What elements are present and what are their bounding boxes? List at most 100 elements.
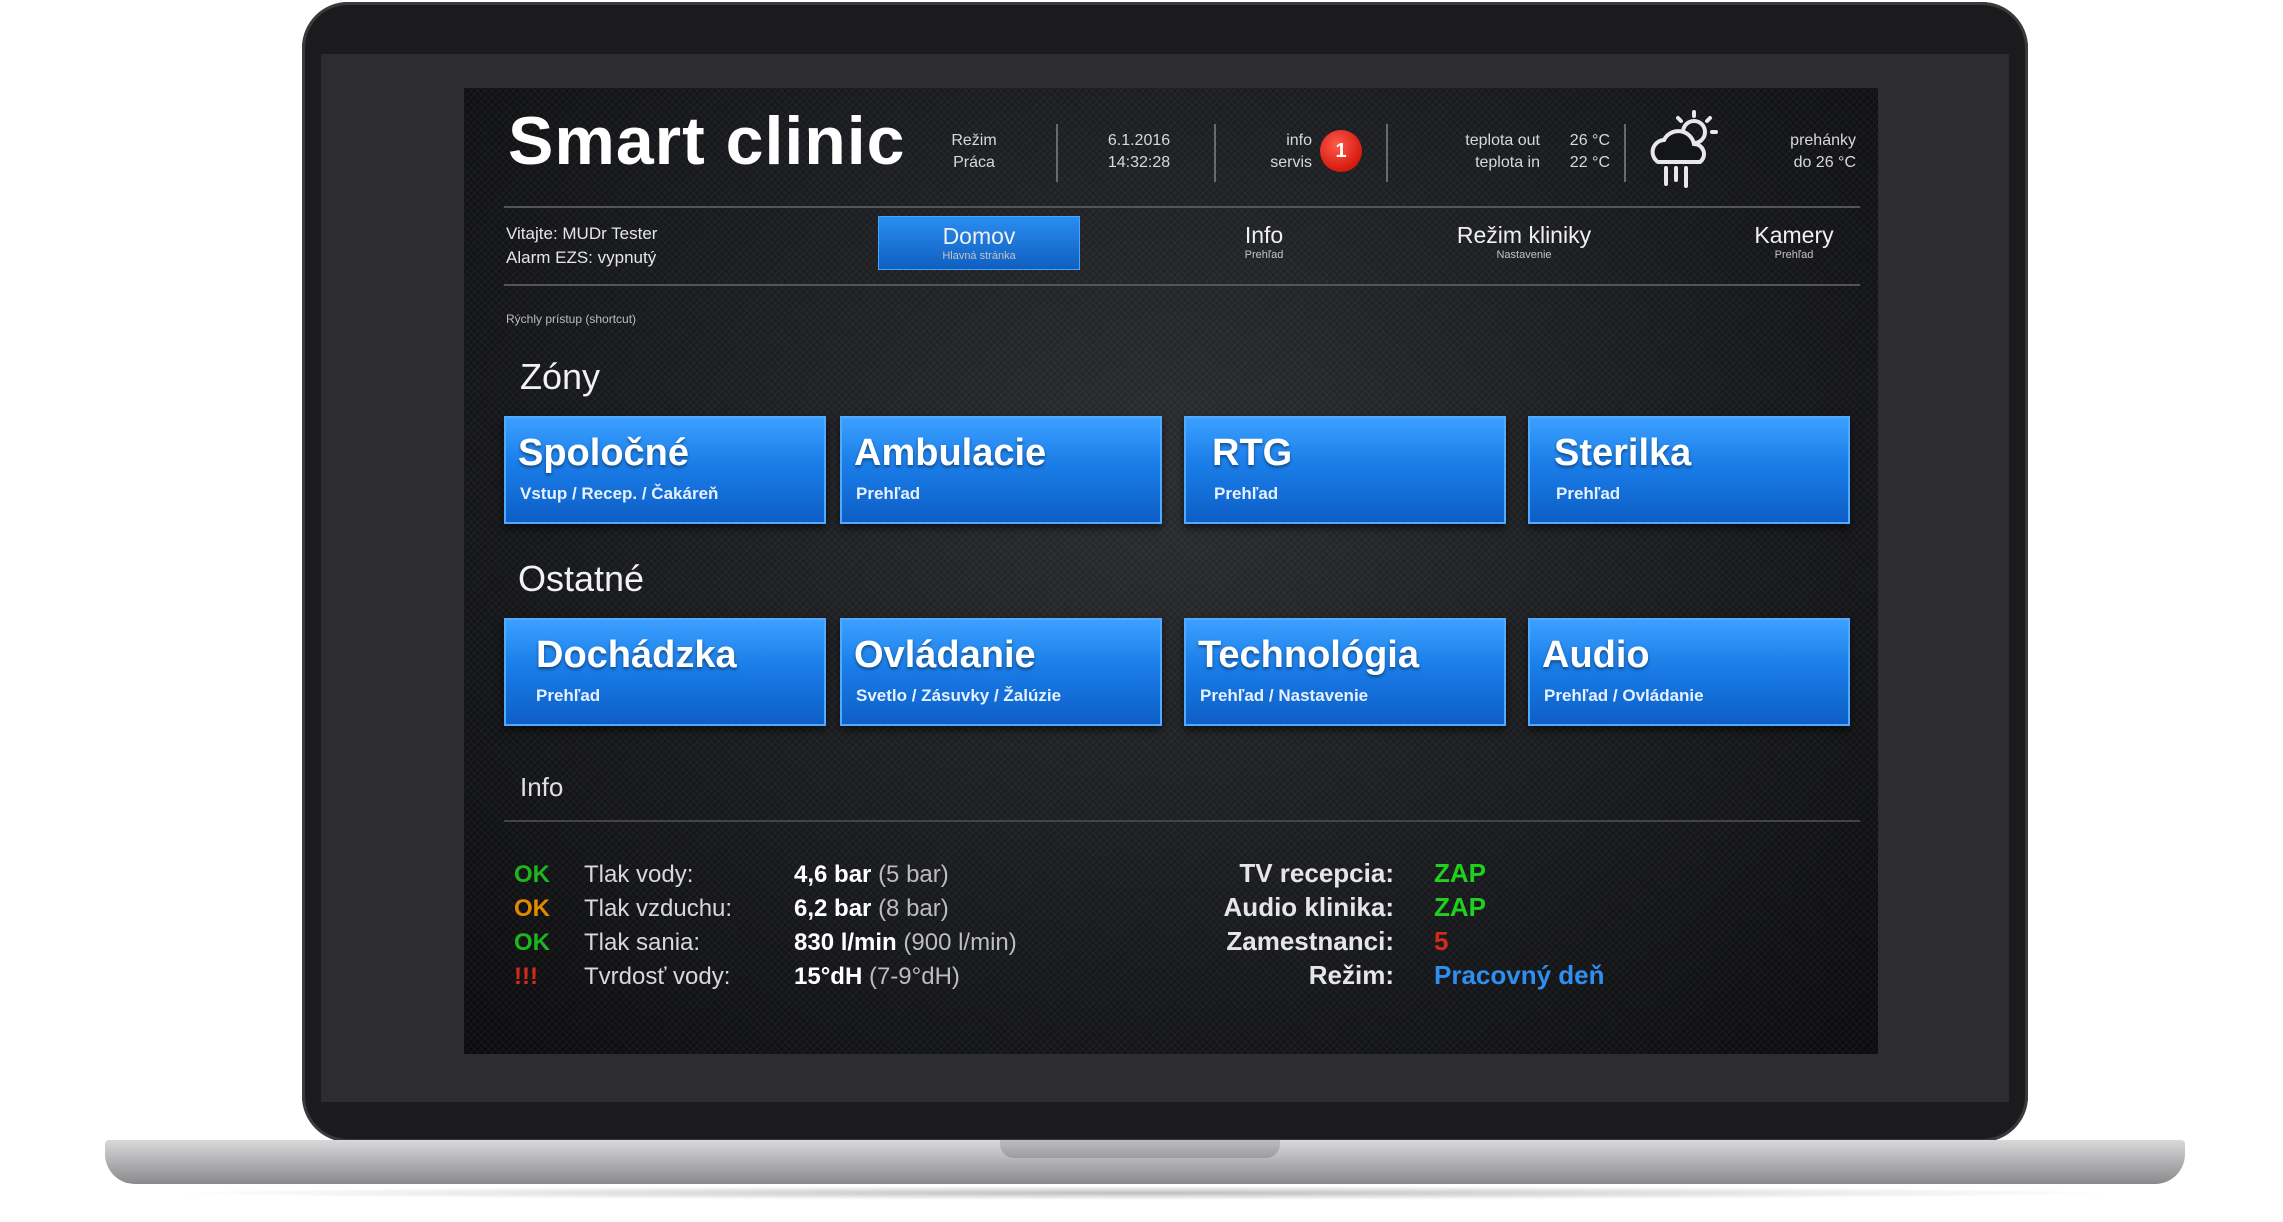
system-row-staff: Zamestnanci: 5 [1094,924,1605,958]
tile-sub: Vstup / Recep. / Čakáreň [520,484,719,503]
tile-title: Ambulacie [854,432,1047,474]
temp-out-label: teplota out [1465,132,1540,149]
weather-forecast: prehánky do 26 °C [1746,130,1856,174]
status-state: !!! [514,963,538,990]
alarm-status: Alarm EZS: vypnutý [506,248,657,267]
nav-label: Info [1244,222,1284,248]
status-value: 6,2 bar [794,895,872,922]
system-label: Audio klinika: [1223,892,1394,922]
mode-block[interactable]: Režim Práca [934,130,1014,174]
tile-spolocne[interactable]: Spoločné Vstup / Recep. / Čakáreň [504,416,826,524]
nav-label: Režim kliniky [1456,222,1592,248]
status-list: OK Tlak vody: 4,6 bar (5 bar) OK Tlak vzduc… [514,858,1017,994]
system-value: Pracovný deň [1434,960,1605,990]
status-nominal: (900 l/min) [903,929,1017,956]
header-divider [1624,124,1626,182]
tile-sub: Prehľad [1556,484,1621,503]
tile-title: RTG [1212,432,1293,474]
datetime-block: 6.1.2016 14:32:28 [1084,130,1194,174]
tile-title: Ovládanie [854,634,1036,676]
time-text: 14:32:28 [1107,154,1171,171]
alert-badge[interactable]: 1 [1320,130,1362,172]
status-value: 4,6 bar [794,861,872,888]
welcome-block: Vitajte: MUDr Tester Alarm EZS: vypnutý [506,222,657,270]
status-nominal: (7-9°dH) [868,963,960,990]
temp-values: 26 °C 22 °C [1548,130,1610,174]
tile-sub: Prehľad [536,686,601,705]
laptop-shadow [160,1186,2130,1200]
status-state: OK [514,861,550,888]
tile-sub: Prehľad / Nastavenie [1200,686,1369,705]
weather-line2: do 26 °C [1793,154,1856,171]
status-label: Tlak sania: [584,929,701,956]
system-value: 5 [1434,926,1449,956]
header-divider [1386,124,1388,182]
tile-ovladanie[interactable]: Ovládanie Svetlo / Zásuvky / Žalúzie [840,618,1162,726]
tile-title: Technológia [1198,634,1419,676]
header-divider [1056,124,1058,182]
system-row-audio: Audio klinika: ZAP [1094,890,1605,924]
tile-sub: Prehľad / Ovládanie [1544,686,1704,705]
nav-sub: Prehľad [1244,249,1284,261]
status-nominal: (5 bar) [878,861,949,888]
temp-in-label: teplota in [1475,154,1540,171]
nav-label: Kamery [1754,222,1834,248]
status-state: OK [514,895,550,922]
temp-out-value: 26 °C [1569,132,1610,149]
nav-item-home[interactable]: Domov Hlavná stránka [878,216,1080,270]
info-separator [504,820,1860,822]
date-text: 6.1.2016 [1107,132,1171,149]
tile-dochadzka[interactable]: Dochádzka Prehľad [504,618,826,726]
status-value: 15°dH [794,963,863,990]
nav-sub: Hlavná stránka [942,250,1016,262]
nav-sub: Prehľad [1774,249,1814,261]
shortcut-label: Rýchly prístup (shortcut) [506,312,637,326]
tile-title: Sterilka [1554,432,1692,474]
nav-sub: Nastavenie [1496,249,1552,261]
tile-sub: Svetlo / Zásuvky / Žalúzie [856,686,1062,705]
tile-title: Audio [1542,634,1650,676]
status-label: Tlak vzduchu: [584,895,733,922]
system-value: ZAP [1434,858,1486,888]
status-label: Tlak vody: [584,861,694,888]
info-label: info [1286,132,1312,149]
weather-line1: prehánky [1790,132,1856,149]
status-label: Tvrdosť vody: [584,963,731,990]
others-title: Ostatné [518,558,645,599]
nav-item-info[interactable]: Info Prehľad [1204,222,1324,261]
nav-label: Domov [942,223,1016,249]
nav-item-clinic-mode[interactable]: Režim kliniky Nastavenie [1424,222,1624,261]
status-state: OK [514,929,550,956]
tile-sterilka[interactable]: Sterilka Prehľad [1528,416,1850,524]
system-value: ZAP [1434,892,1486,922]
info-title: Info [520,772,564,802]
header-divider [1214,124,1216,182]
tile-title: Spoločné [518,432,690,474]
app-screen: Smart clinic Režim Práca 6.1.2016 14:32:… [464,88,1878,1054]
app-title: Smart clinic [508,103,906,179]
status-value: 830 l/min [794,929,897,956]
mode-label: Režim [951,132,997,149]
tile-ambulacie[interactable]: Ambulacie Prehľad [840,416,1162,524]
header-separator [504,206,1860,208]
cloud-sun-rain-icon [1650,110,1718,188]
status-row-air-pressure: OK Tlak vzduchu: 6,2 bar (8 bar) [514,892,1017,926]
tile-audio[interactable]: Audio Prehľad / Ovládanie [1528,618,1850,726]
system-label: Režim: [1308,960,1394,990]
tile-technologia[interactable]: Technológia Prehľad / Nastavenie [1184,618,1506,726]
welcome-user: Vitajte: MUDr Tester [506,224,658,243]
status-row-water-hardness: !!! Tvrdosť vody: 15°dH (7-9°dH) [514,960,1017,994]
tile-sub: Prehľad [1214,484,1279,503]
status-row-water-pressure: OK Tlak vody: 4,6 bar (5 bar) [514,858,1017,892]
temp-in-value: 22 °C [1569,154,1610,171]
nav-item-cameras[interactable]: Kamery Prehľad [1724,222,1864,261]
tile-title: Dochádzka [536,634,737,676]
service-label: servis [1270,154,1312,171]
temp-labels: teplota out teplota in [1410,130,1540,174]
status-row-suction-pressure: OK Tlak sania: 830 l/min (900 l/min) [514,926,1017,960]
status-nominal: (8 bar) [878,895,949,922]
info-service-block[interactable]: info servis [1236,130,1312,174]
tile-rtg[interactable]: RTG Prehľad [1184,416,1506,524]
mode-value: Práca [953,154,995,171]
system-row-mode: Režim: Pracovný deň [1094,958,1605,992]
